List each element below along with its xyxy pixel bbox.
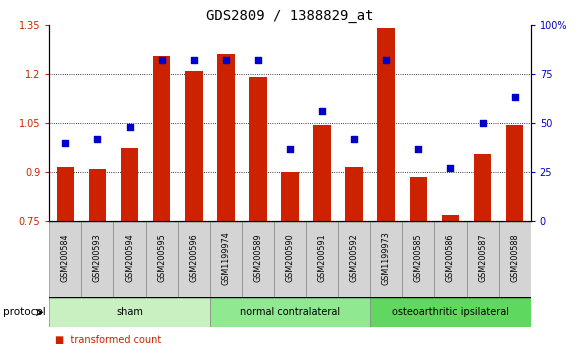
Text: GSM200588: GSM200588: [510, 234, 519, 282]
Text: GDS2809 / 1388829_at: GDS2809 / 1388829_at: [206, 9, 374, 23]
Text: GSM200596: GSM200596: [189, 234, 198, 282]
Text: GSM200594: GSM200594: [125, 234, 134, 282]
Point: [350, 136, 359, 142]
Bar: [185, 71, 202, 221]
Text: GSM200593: GSM200593: [93, 234, 102, 282]
Bar: [210, 221, 242, 297]
Text: sham: sham: [116, 307, 143, 318]
Text: normal contralateral: normal contralateral: [240, 307, 340, 318]
Bar: [313, 125, 331, 221]
Text: GSM200590: GSM200590: [285, 234, 295, 282]
Point: [93, 136, 102, 142]
Bar: [89, 169, 106, 221]
Bar: [499, 221, 531, 297]
Text: GSM200587: GSM200587: [478, 234, 487, 282]
Bar: [506, 125, 524, 221]
Bar: [403, 221, 434, 297]
Text: GSM1199974: GSM1199974: [222, 231, 230, 285]
Point: [382, 57, 391, 63]
Text: ■  transformed count: ■ transformed count: [55, 335, 161, 344]
Bar: [242, 221, 274, 297]
Bar: [49, 297, 210, 327]
Text: protocol: protocol: [3, 307, 46, 318]
Bar: [370, 297, 531, 327]
Bar: [378, 28, 395, 221]
Bar: [306, 221, 338, 297]
Bar: [345, 167, 363, 221]
Text: GSM200586: GSM200586: [446, 234, 455, 282]
Point: [478, 120, 487, 126]
Bar: [281, 172, 299, 221]
Point: [285, 146, 295, 152]
Point: [221, 57, 230, 63]
Text: GSM200585: GSM200585: [414, 234, 423, 282]
Bar: [434, 221, 466, 297]
Bar: [441, 215, 459, 221]
Bar: [153, 56, 171, 221]
Text: GSM200595: GSM200595: [157, 233, 166, 282]
Point: [446, 165, 455, 171]
Point: [61, 140, 70, 145]
Point: [125, 124, 134, 130]
Point: [253, 57, 263, 63]
Bar: [114, 221, 146, 297]
Bar: [49, 221, 81, 297]
Bar: [81, 221, 114, 297]
Bar: [370, 221, 403, 297]
Point: [510, 95, 519, 100]
Bar: [121, 148, 139, 221]
Bar: [177, 221, 210, 297]
Point: [414, 146, 423, 152]
Text: GSM1199973: GSM1199973: [382, 231, 391, 285]
Bar: [409, 177, 427, 221]
Bar: [466, 221, 499, 297]
Bar: [474, 154, 491, 221]
Point: [189, 57, 198, 63]
Text: osteoarthritic ipsilateral: osteoarthritic ipsilateral: [392, 307, 509, 318]
Bar: [249, 77, 267, 221]
Bar: [146, 221, 177, 297]
Point: [157, 57, 166, 63]
Text: GSM200589: GSM200589: [253, 234, 262, 282]
Text: GSM200592: GSM200592: [350, 233, 358, 282]
Text: GSM200584: GSM200584: [61, 234, 70, 282]
Point: [317, 108, 327, 114]
Bar: [210, 297, 370, 327]
Bar: [338, 221, 370, 297]
Text: GSM200591: GSM200591: [318, 234, 327, 282]
Bar: [274, 221, 306, 297]
Bar: [56, 167, 74, 221]
Bar: [217, 54, 235, 221]
